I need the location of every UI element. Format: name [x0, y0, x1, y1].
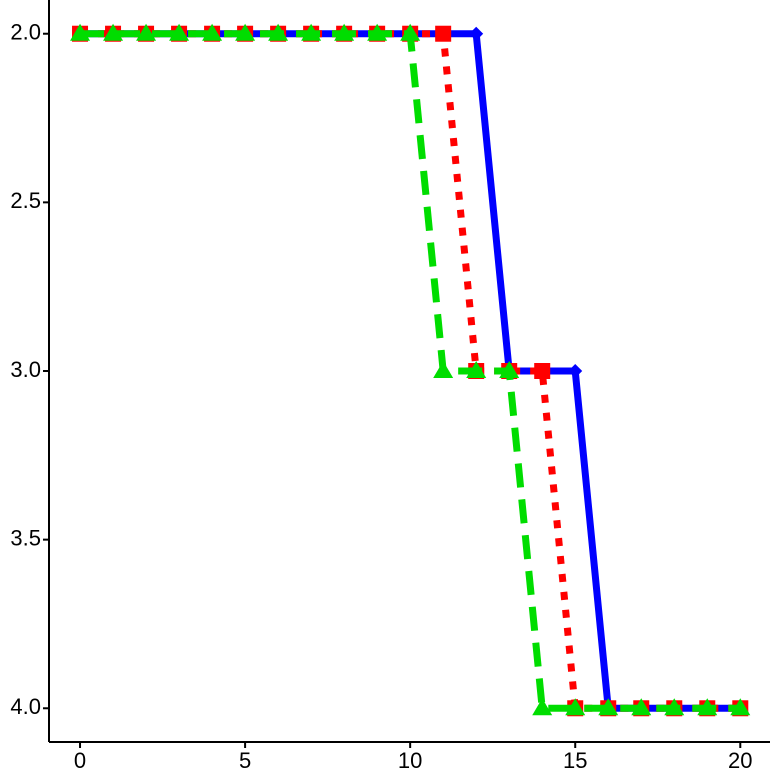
point: [598, 698, 619, 716]
point: [534, 363, 551, 379]
point: [730, 698, 751, 716]
series-line: [80, 30, 741, 712]
point: [169, 23, 190, 41]
point: [697, 698, 718, 716]
point: [532, 698, 553, 716]
point: [103, 23, 124, 41]
point: [202, 23, 223, 41]
point: [469, 26, 484, 41]
point: [136, 23, 157, 41]
y-tick-label: 2.0: [10, 20, 41, 45]
point: [400, 23, 421, 41]
y-tick-label: 3.5: [10, 525, 41, 550]
point: [664, 698, 685, 716]
y-tick-label: 2.5: [10, 188, 41, 213]
point: [499, 361, 520, 378]
y-tick-label: 4.0: [10, 694, 41, 719]
x-tick-label: 20: [728, 748, 752, 772]
x-tick-label: 10: [398, 748, 422, 772]
point: [334, 23, 355, 41]
point: [268, 23, 289, 41]
point: [435, 25, 452, 42]
point: [433, 361, 454, 378]
point: [70, 23, 91, 41]
x-tick-label: 5: [239, 748, 251, 772]
series-line: [80, 30, 741, 712]
x-tick-label: 0: [74, 748, 86, 772]
x-tick-label: 15: [563, 748, 587, 772]
y-tick-label: 3.0: [10, 357, 41, 382]
point: [631, 698, 652, 716]
point: [466, 361, 487, 378]
point: [235, 23, 256, 41]
series-line: [80, 30, 741, 712]
point: [565, 698, 586, 716]
point: [367, 23, 388, 41]
point: [301, 23, 322, 41]
point: [568, 364, 583, 378]
